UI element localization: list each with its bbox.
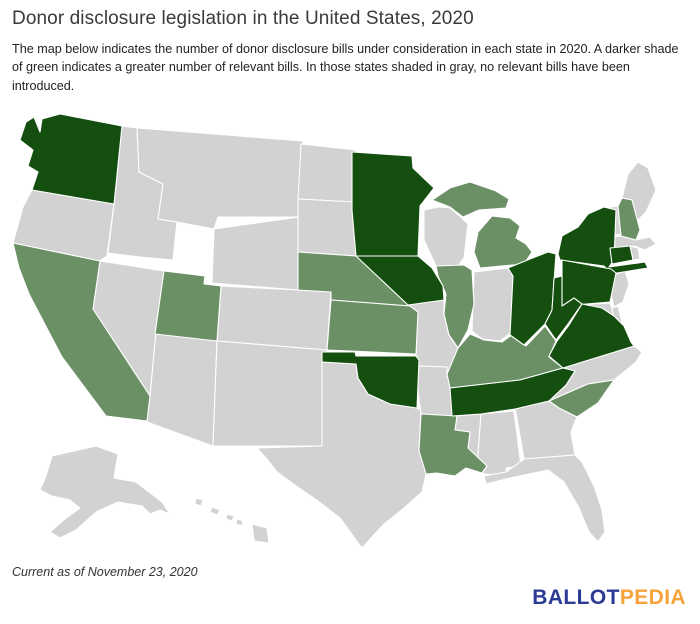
state-alaska[interactable]: Alaska: [39, 445, 171, 539]
state-utah[interactable]: Utah: [154, 270, 222, 342]
ballotpedia-logo[interactable]: BALLOTPEDIA: [532, 586, 686, 610]
state-south-carolina[interactable]: South Carolina: [548, 379, 615, 418]
state-oklahoma[interactable]: Oklahoma: [321, 351, 420, 409]
logo-text-secondary: PEDIA: [619, 586, 686, 609]
map-description: The map below indicates the number of do…: [12, 42, 679, 93]
state-iowa[interactable]: Iowa: [355, 255, 445, 306]
state-california[interactable]: California: [12, 242, 151, 422]
us-choropleth-map: OregonNevadaIdahoMontanaWyomingColoradoA…: [0, 110, 700, 555]
state-wyoming[interactable]: Wyoming: [211, 216, 300, 291]
logo-text-primary: BALLOT: [532, 586, 620, 609]
states-layer: OregonNevadaIdahoMontanaWyomingColoradoA…: [12, 113, 657, 549]
state-indiana[interactable]: Indiana: [471, 267, 514, 342]
state-wisconsin[interactable]: Wisconsin: [423, 206, 469, 267]
state-tennessee[interactable]: Tennessee: [449, 367, 576, 417]
state-new-hampshire[interactable]: New Hampshire: [617, 197, 641, 241]
state-north-dakota[interactable]: North Dakota: [297, 143, 357, 203]
state-louisiana[interactable]: Louisiana: [418, 413, 488, 477]
state-washington[interactable]: Washington: [19, 113, 123, 205]
state-hawaii[interactable]: Hawaii: [194, 497, 270, 544]
state-minnesota[interactable]: Minnesota: [351, 151, 435, 257]
state-arizona[interactable]: Arizona: [146, 331, 218, 447]
state-south-dakota[interactable]: South Dakota: [297, 198, 357, 257]
state-florida[interactable]: Florida: [483, 454, 606, 543]
state-michigan[interactable]: Michigan: [431, 181, 533, 269]
state-colorado[interactable]: Colorado: [216, 285, 332, 351]
state-virginia[interactable]: Virginia: [548, 303, 635, 369]
state-new-mexico[interactable]: New Mexico: [212, 340, 328, 447]
currency-note: Current as of November 23, 2020: [12, 565, 198, 579]
state-west-virginia[interactable]: West Virginia: [544, 275, 583, 341]
page-title: Donor disclosure legislation in the Unit…: [12, 8, 474, 29]
state-kansas[interactable]: Kansas: [326, 299, 419, 355]
state-montana[interactable]: Montana: [136, 127, 304, 230]
state-connecticut[interactable]: Connecticut: [609, 245, 634, 265]
